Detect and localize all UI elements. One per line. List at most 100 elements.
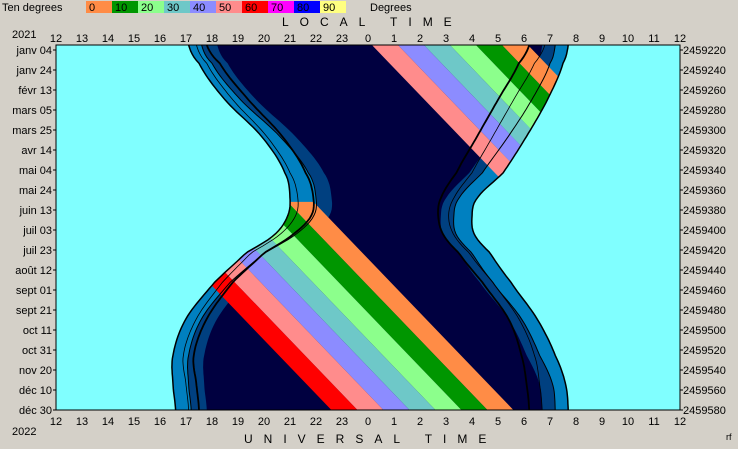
x-tick-bottom: 21 bbox=[284, 416, 296, 428]
x-tick-top: 8 bbox=[573, 33, 579, 45]
jd-tick: 2459520 bbox=[683, 345, 726, 357]
date-tick: janv 24 bbox=[16, 65, 52, 77]
civil-dawn-line bbox=[453, 44, 556, 411]
x-tick-bottom: 3 bbox=[443, 416, 449, 428]
x-tick-top: 23 bbox=[336, 33, 348, 45]
legend-tick: 80 bbox=[297, 2, 309, 14]
x-tick-bottom: 9 bbox=[599, 416, 605, 428]
altitude-band bbox=[171, 45, 539, 191]
moonrise-thin-line bbox=[182, 44, 299, 411]
legend-swatch bbox=[242, 1, 268, 13]
x-tick-bottom: 18 bbox=[206, 416, 218, 428]
legend-bins: 0 10 20 30 40 50 60 70 80 90 bbox=[86, 1, 346, 14]
x-tick-bottom: 19 bbox=[232, 416, 244, 428]
x-tick-top: 22 bbox=[310, 33, 322, 45]
legend-tick: 50 bbox=[219, 2, 231, 14]
legend-tick: 70 bbox=[271, 2, 283, 14]
date-tick: sept 01 bbox=[16, 285, 52, 297]
x-tick-top: 11 bbox=[648, 33, 659, 45]
x-tick-bottom: 12 bbox=[674, 416, 686, 428]
altitude-band bbox=[171, 45, 565, 191]
jd-tick: 2459540 bbox=[683, 365, 726, 377]
date-tick: oct 11 bbox=[23, 325, 52, 337]
x-tick-top: 20 bbox=[258, 33, 270, 45]
jd-tick: 2459480 bbox=[683, 305, 726, 317]
jd-tick: 2459260 bbox=[683, 85, 726, 97]
date-tick: oct 31 bbox=[22, 345, 52, 357]
legend-tick: 20 bbox=[141, 2, 153, 14]
x-tick-top: 12 bbox=[50, 33, 62, 45]
legend-swatch bbox=[294, 1, 320, 13]
x-tick-top: 16 bbox=[154, 33, 166, 45]
x-tick-bottom: 6 bbox=[521, 416, 527, 428]
legend-swatch bbox=[268, 1, 294, 13]
x-tick-bottom: 16 bbox=[154, 416, 166, 428]
x-tick-bottom: 13 bbox=[76, 416, 88, 428]
date-tick: mai 04 bbox=[19, 165, 52, 177]
x-tick-bottom: 23 bbox=[336, 416, 348, 428]
x-tick-bottom: 17 bbox=[180, 416, 192, 428]
x-tick-top: 17 bbox=[180, 33, 192, 45]
legend-unit: Degrees bbox=[370, 2, 412, 14]
date-tick: sept 21 bbox=[16, 305, 52, 317]
date-tick: mars 05 bbox=[12, 105, 52, 117]
legend-swatch bbox=[190, 1, 216, 13]
x-tick-top: 7 bbox=[547, 33, 553, 45]
legend-swatch bbox=[112, 1, 138, 13]
x-tick-top: 6 bbox=[521, 33, 527, 45]
legend-swatch bbox=[138, 1, 164, 13]
altitude-band bbox=[178, 45, 569, 191]
year-top-label: 2021 bbox=[12, 29, 36, 41]
altitude-band bbox=[209, 201, 453, 410]
altitude-band bbox=[183, 201, 427, 410]
date-tick: juin 13 bbox=[19, 205, 52, 217]
x-tick-top: 3 bbox=[443, 33, 449, 45]
plot-frame bbox=[55, 44, 681, 411]
legend-label: Ten degrees bbox=[2, 2, 63, 14]
civil-dusk-line bbox=[186, 44, 318, 411]
jd-tick: 2459500 bbox=[683, 325, 726, 337]
date-tick: févr 13 bbox=[18, 85, 52, 97]
date-tick: juil 03 bbox=[22, 225, 52, 237]
year-bottom-label: 2022 bbox=[12, 426, 36, 438]
x-tick-bottom: 2 bbox=[417, 416, 423, 428]
altitude-band bbox=[204, 45, 569, 191]
axes: 12 13 14 15 16 17 18 19 20 21 22 23 0 1 2 3 4 5 6 7 8 9 10 11 12… bbox=[12, 33, 726, 428]
legend-tick: 0 bbox=[89, 2, 95, 14]
jd-tick: 2459340 bbox=[683, 165, 726, 177]
legend-swatch bbox=[216, 1, 242, 13]
date-tick: nov 20 bbox=[19, 365, 52, 377]
jd-tick: 2459580 bbox=[683, 405, 726, 417]
legend-swatch bbox=[164, 1, 190, 13]
jd-tick: 2459420 bbox=[683, 245, 726, 257]
x-tick-top: 9 bbox=[599, 33, 605, 45]
x-tick-top: 0 bbox=[365, 33, 371, 45]
legend-tick: 30 bbox=[167, 2, 179, 14]
x-tick-bottom: 14 bbox=[102, 416, 114, 428]
x-tick-bottom: 8 bbox=[573, 416, 579, 428]
title-top: LOCAL TIME bbox=[282, 15, 463, 29]
x-tick-bottom: 10 bbox=[622, 416, 634, 428]
legend: Ten degrees 0 10 20 30 40 50 60 70 80 90 Degrees bbox=[2, 1, 412, 14]
legend-tick: 10 bbox=[115, 2, 127, 14]
jd-tick: 2459300 bbox=[683, 125, 726, 137]
x-tick-bottom: 5 bbox=[495, 416, 501, 428]
date-tick: janv 04 bbox=[16, 45, 52, 57]
title-bottom: UNIVERSAL TIME bbox=[244, 432, 497, 444]
sunset-line bbox=[171, 44, 291, 411]
x-tick-top: 1 bbox=[391, 33, 397, 45]
moonset-line bbox=[437, 44, 531, 411]
legend-tick: 40 bbox=[193, 2, 205, 14]
x-tick-bottom: 15 bbox=[128, 416, 140, 428]
x-tick-bottom: 7 bbox=[547, 416, 553, 428]
jd-tick: 2459360 bbox=[683, 185, 726, 197]
sunrise-line bbox=[471, 44, 569, 411]
x-tick-bottom: 11 bbox=[648, 416, 659, 428]
date-tick: avr 14 bbox=[21, 145, 52, 157]
x-tick-top: 14 bbox=[102, 33, 114, 45]
x-tick-top: 19 bbox=[232, 33, 244, 45]
x-tick-bottom: 20 bbox=[258, 416, 270, 428]
date-tick: mai 24 bbox=[19, 185, 52, 197]
legend-tick: 60 bbox=[245, 2, 257, 14]
corner-label: rf bbox=[726, 432, 732, 442]
